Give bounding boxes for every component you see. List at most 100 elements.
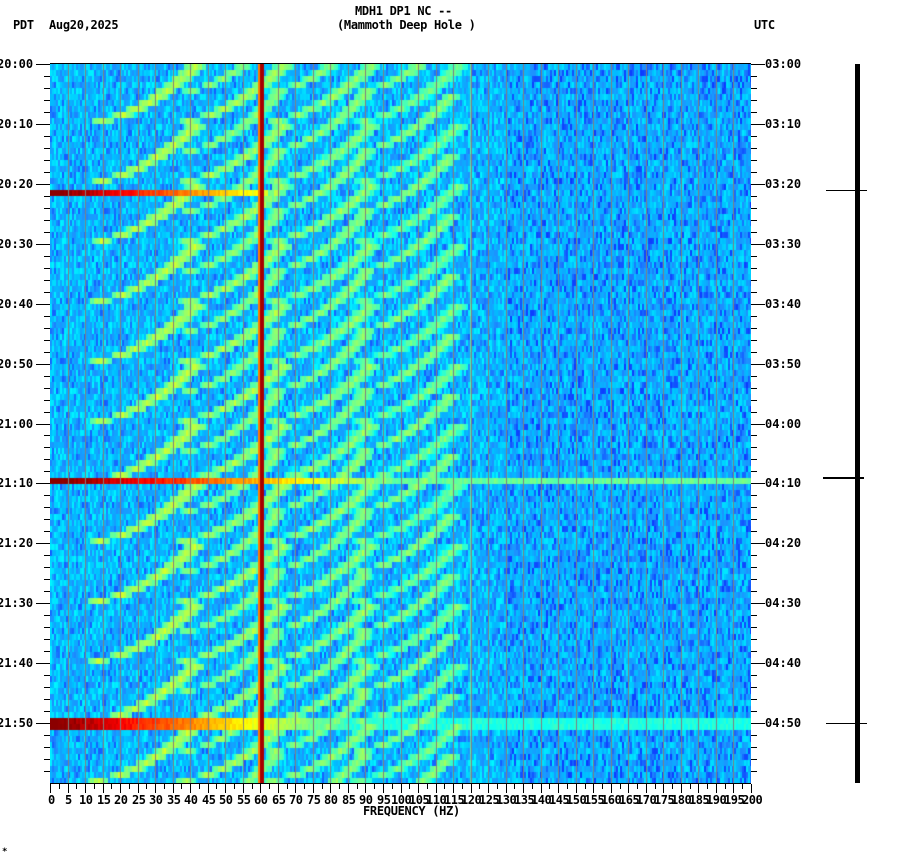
right-tick: [751, 268, 757, 269]
x-tick-major: [50, 784, 51, 793]
x-tick-major: [85, 784, 86, 793]
left-time-label: 21:10: [0, 476, 34, 490]
left-tick: [44, 699, 50, 700]
x-tick-minor: [427, 784, 428, 789]
right-tick: [751, 76, 757, 77]
x-tick-major: [436, 784, 437, 793]
left-tick: [44, 735, 50, 736]
x-tick-major: [418, 784, 419, 793]
left-tick: [44, 160, 50, 161]
left-tick: [44, 400, 50, 401]
x-tick-minor: [304, 784, 305, 789]
right-tick: [751, 244, 765, 245]
x-tick-minor: [111, 784, 112, 789]
frequency-tick-label: 165: [619, 793, 640, 807]
x-tick-minor: [479, 784, 480, 789]
right-tick: [751, 555, 757, 556]
left-tick: [44, 639, 50, 640]
x-tick-major: [576, 784, 577, 793]
x-tick-major: [225, 784, 226, 793]
right-timezone-label: UTC: [754, 18, 775, 32]
frequency-tick-label: 5: [65, 793, 72, 807]
frequency-tick-label: 65: [272, 793, 286, 807]
right-tick: [751, 591, 757, 592]
right-tick: [751, 543, 765, 544]
right-tick: [751, 364, 765, 365]
x-tick-major: [295, 784, 296, 793]
frequency-tick-label: 150: [566, 793, 587, 807]
left-tick: [36, 124, 50, 125]
right-tick: [751, 112, 757, 113]
right-tick: [751, 615, 757, 616]
frequency-tick-label: 140: [531, 793, 552, 807]
left-time-label: 21:00: [0, 417, 34, 431]
right-tick: [751, 495, 757, 496]
x-tick-minor: [742, 784, 743, 789]
left-tick: [36, 483, 50, 484]
left-tick: [44, 352, 50, 353]
left-tick: [44, 687, 50, 688]
x-tick-minor: [444, 784, 445, 789]
x-tick-major: [541, 784, 542, 793]
left-tick: [44, 555, 50, 556]
x-tick-major: [190, 784, 191, 793]
right-time-label: 03:10: [765, 117, 802, 131]
left-tick: [44, 100, 50, 101]
x-tick-minor: [374, 784, 375, 789]
x-tick-major: [243, 784, 244, 793]
left-tick: [44, 148, 50, 149]
x-tick-major: [733, 784, 734, 793]
spectrogram-canvas: [50, 64, 751, 783]
left-tick: [44, 388, 50, 389]
frequency-tick-label: 100: [391, 793, 412, 807]
x-tick-major: [278, 784, 279, 793]
x-tick-minor: [339, 784, 340, 789]
right-tick: [751, 388, 757, 389]
x-tick-minor: [181, 784, 182, 789]
right-tick: [751, 124, 765, 125]
x-tick-minor: [707, 784, 708, 789]
x-tick-major: [383, 784, 384, 793]
left-tick: [36, 663, 50, 664]
left-tick: [44, 280, 50, 281]
x-tick-minor: [234, 784, 235, 789]
left-tick: [44, 747, 50, 748]
x-tick-major: [365, 784, 366, 793]
frequency-tick-label: 30: [149, 793, 163, 807]
x-tick-major: [173, 784, 174, 793]
left-tick: [44, 591, 50, 592]
frequency-tick-label: 80: [324, 793, 338, 807]
x-tick-minor: [637, 784, 638, 789]
left-tick: [44, 495, 50, 496]
x-tick-minor: [199, 784, 200, 789]
right-tick: [751, 675, 757, 676]
frequency-tick-label: 110: [426, 793, 447, 807]
frequency-tick-label: 115: [444, 793, 465, 807]
right-tick: [751, 507, 757, 508]
left-tick: [44, 316, 50, 317]
x-tick-minor: [216, 784, 217, 789]
spectrogram-plot: [50, 64, 751, 783]
right-tick: [751, 651, 757, 652]
right-tick: [751, 292, 757, 293]
left-tick: [44, 208, 50, 209]
right-tick: [751, 376, 757, 377]
x-tick-major: [646, 784, 647, 793]
right-tick: [751, 519, 757, 520]
frequency-tick-label: 125: [479, 793, 500, 807]
frequency-tick-label: 95: [377, 793, 391, 807]
x-tick-major: [698, 784, 699, 793]
right-tick: [751, 340, 757, 341]
left-tick: [44, 136, 50, 137]
trace-marker: [826, 190, 867, 191]
left-time-label: 20:40: [0, 297, 34, 311]
plot-top-border: [50, 63, 751, 64]
frequency-tick-label: 175: [654, 793, 675, 807]
right-tick: [751, 400, 757, 401]
frequency-tick-label: 120: [461, 793, 482, 807]
x-tick-minor: [655, 784, 656, 789]
right-tick: [751, 771, 757, 772]
right-tick: [751, 196, 757, 197]
x-tick-major: [103, 784, 104, 793]
left-time-label: 20:20: [0, 177, 34, 191]
